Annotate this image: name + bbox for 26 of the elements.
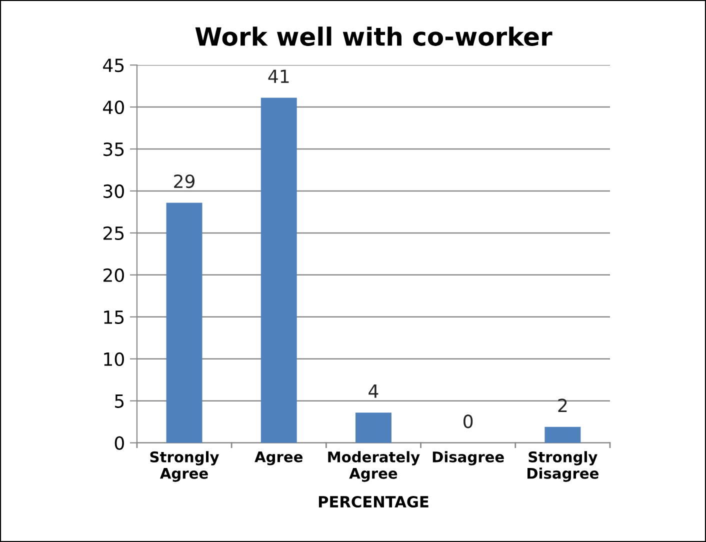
x-tick-label: Agree <box>254 451 303 466</box>
x-tick-label: Strongly Agree <box>150 451 220 482</box>
x-tick-label: Moderately Agree <box>328 451 420 482</box>
y-tick-label: 30 <box>104 184 124 198</box>
y-tick-label: 40 <box>103 100 124 114</box>
bar <box>356 412 392 443</box>
data-label: 41 <box>268 70 289 83</box>
bar <box>544 426 581 443</box>
y-tick-label: 25 <box>104 226 124 240</box>
y-tick-label: 15 <box>104 310 124 324</box>
x-tick-label: Disagree <box>432 451 504 466</box>
y-tick-label: 35 <box>104 142 124 156</box>
data-label: 2 <box>558 398 567 412</box>
y-tick-label: 45 <box>103 58 124 72</box>
data-label: 29 <box>174 174 194 188</box>
bar <box>166 202 202 443</box>
x-tick-label: Strongly Disagree <box>528 451 598 482</box>
y-tick-label: 0 <box>114 436 124 450</box>
data-label: 4 <box>368 384 378 398</box>
y-tick-label: 20 <box>104 268 124 282</box>
data-label: 0 <box>464 414 473 428</box>
x-axis-title: PERCENTAGE <box>318 496 428 508</box>
bar <box>260 98 297 443</box>
y-tick-label: 10 <box>104 352 124 366</box>
chart-title: Work well with co-worker <box>195 26 552 46</box>
y-tick-label: 5 <box>115 394 124 408</box>
